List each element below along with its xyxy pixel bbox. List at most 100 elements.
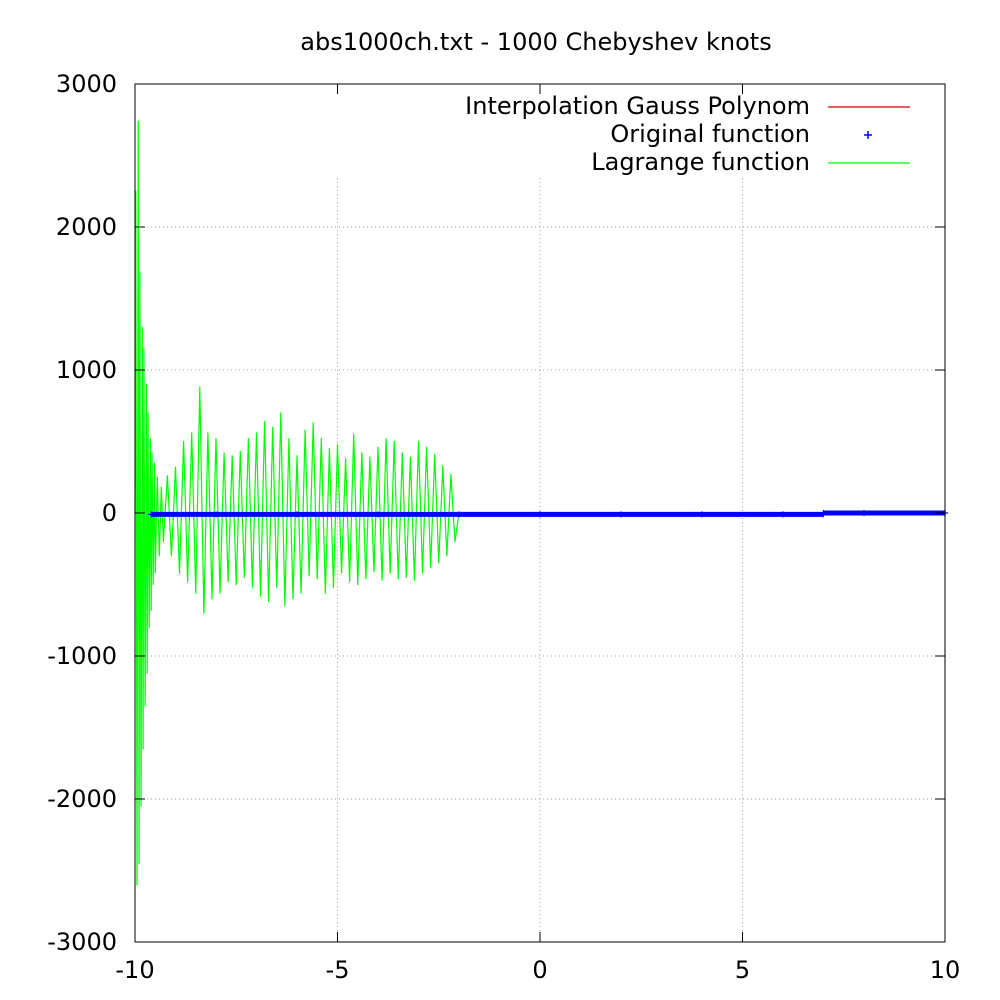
lagrange-function-point [405,576,407,578]
lagrange-function-point [361,452,363,454]
original-function-point [456,511,462,518]
lagrange-function-point [268,601,270,603]
lagrange-function-point [170,555,173,557]
legend-label-lagrange-function: Lagrange function [591,148,810,176]
lagrange-function-point [138,862,140,864]
original-function-point [213,511,219,518]
lagrange-function-point [340,572,343,574]
lagrange-function-point [239,450,241,453]
lagrange-function-point [345,458,347,460]
lagrange-function-point [385,438,387,440]
lagrange-function-point [336,443,339,445]
lagrange-function-point [251,586,254,588]
lagrange-function-point [156,476,158,478]
lagrange-function-point [365,578,367,580]
chart-title: abs1000ch.txt - 1000 Chebyshev knots [300,28,771,56]
x-tick-label: 0 [532,956,547,984]
lagrange-function-point [191,432,193,434]
lagrange-function-point [332,586,335,588]
lagrange-function-point [320,438,322,440]
lagrange-function-point [357,583,359,586]
lagrange-function-point [377,446,379,448]
lagrange-function-point [413,579,416,581]
original-function-point [294,511,300,518]
lagrange-function-point [215,438,217,440]
lagrange-function-point [276,586,278,588]
y-tick-label: -2000 [47,785,117,813]
lagrange-function-point [409,456,411,458]
lagrange-function-point [231,455,233,457]
lagrange-function-point [143,347,145,350]
legend-label-original-function: Original function [610,120,810,148]
lagrange-function-point [219,592,221,594]
lagrange-function-point [324,592,326,594]
lagrange-function-point [264,420,266,423]
y-tick-label: -1000 [47,642,117,670]
lagrange-function-point [235,583,237,586]
lagrange-function-point [137,120,139,122]
lagrange-function-point [438,562,440,564]
original-function-point [861,510,867,516]
lagrange-function-point [417,440,420,443]
plot-border [134,83,946,943]
lagrange-function-point [183,440,185,443]
tick-label-layer: -10 -5 0 5 10 -3000 -2000 -1000 0 1000 2000 3000 [47,70,960,984]
y-tick-label: 2000 [56,213,117,241]
legend-marker-original-function-plus-icon [864,131,872,139]
lagrange-function-point [353,433,355,435]
legend-label-interpolation-gauss-polynom: Interpolation Gauss Polynom [465,92,810,120]
y-tick-label: 1000 [56,356,117,384]
lagrange-function-point [223,452,225,454]
lagrange-function-point [154,572,156,574]
lagrange-function-point [146,672,148,674]
y-tick-label: 0 [102,499,117,527]
x-tick-label: 10 [930,956,961,984]
lagrange-function-point [292,598,294,600]
lagrange-function-point [312,422,314,424]
lagrange-function-point [145,383,147,385]
lagrange-function-point [426,446,428,448]
lagrange-function-point [187,581,189,583]
lagrange-function-point [151,452,153,454]
lagrange-function-point [349,581,351,583]
lagrange-function-point [149,438,151,440]
lagrange-function-point [136,884,138,886]
lagrange-function-point [199,386,201,388]
lagrange-function-point [158,555,160,557]
lagrange-function-point [150,609,152,611]
lagrange-function-point [397,578,399,580]
lagrange-function-point [211,598,213,600]
lagrange-function-point [393,440,395,443]
lagrange-function-point [135,190,137,192]
lagrange-function-point [308,575,310,577]
y-tick-label: -3000 [47,928,117,956]
x-tick-label: -10 [115,956,154,984]
lagrange-function-point [178,572,181,574]
lagrange-function-point [381,579,383,581]
lagrange-function-point [430,566,432,568]
original-function-point [820,510,827,516]
original-function-point [618,511,624,518]
x-tick-label: -5 [326,956,350,984]
original-function-point [148,511,155,518]
y-tick-label: 3000 [56,70,117,98]
lagrange-function-point [147,412,149,414]
lagrange-function-point [207,432,209,434]
legend: Interpolation Gauss Polynom Original fun… [465,92,910,176]
lagrange-function-point [401,452,403,454]
lagrange-function-point [140,805,142,807]
original-function-point [537,511,543,518]
lagrange-function-line [134,121,460,885]
lagrange-function-point [255,432,258,434]
lagrange-function-point [144,705,146,707]
lagrange-function-point [174,466,177,468]
lagrange-function-point [148,626,150,629]
lagrange-function-point [259,595,262,597]
lagrange-function-point [162,541,164,543]
lagrange-function-point [160,486,162,488]
lagrange-function-point [328,448,330,450]
lagrange-function-point [272,426,274,428]
axis-layer [134,83,946,943]
